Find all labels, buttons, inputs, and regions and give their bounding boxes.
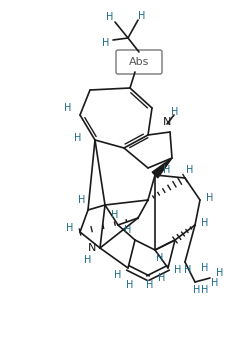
Text: H: H bbox=[201, 218, 209, 228]
FancyBboxPatch shape bbox=[116, 50, 162, 74]
Text: N: N bbox=[163, 117, 171, 127]
Text: H: H bbox=[111, 210, 119, 220]
Text: H: H bbox=[211, 278, 219, 288]
Text: H: H bbox=[124, 225, 132, 235]
Text: H: H bbox=[74, 133, 82, 143]
Text: H: H bbox=[78, 195, 86, 205]
Text: H: H bbox=[193, 285, 201, 295]
Text: N: N bbox=[88, 243, 96, 253]
Text: H: H bbox=[216, 268, 224, 278]
Text: H: H bbox=[64, 103, 72, 113]
Polygon shape bbox=[152, 158, 172, 178]
Text: H: H bbox=[158, 273, 166, 283]
Text: H: H bbox=[184, 265, 192, 275]
Text: H: H bbox=[201, 285, 209, 295]
Text: H: H bbox=[126, 280, 134, 290]
Text: H: H bbox=[106, 12, 114, 22]
Text: H: H bbox=[146, 280, 154, 290]
Text: H: H bbox=[171, 107, 179, 117]
Text: H: H bbox=[206, 193, 214, 203]
Text: H: H bbox=[201, 263, 209, 273]
Text: H: H bbox=[138, 11, 146, 21]
Text: H: H bbox=[102, 38, 110, 48]
Text: H: H bbox=[163, 165, 171, 175]
Text: H: H bbox=[174, 265, 182, 275]
Text: H: H bbox=[114, 270, 122, 280]
Text: H: H bbox=[84, 255, 92, 265]
Text: H: H bbox=[66, 223, 74, 233]
Text: H: H bbox=[186, 165, 194, 175]
Text: H: H bbox=[156, 253, 164, 263]
Text: Abs: Abs bbox=[129, 57, 149, 67]
